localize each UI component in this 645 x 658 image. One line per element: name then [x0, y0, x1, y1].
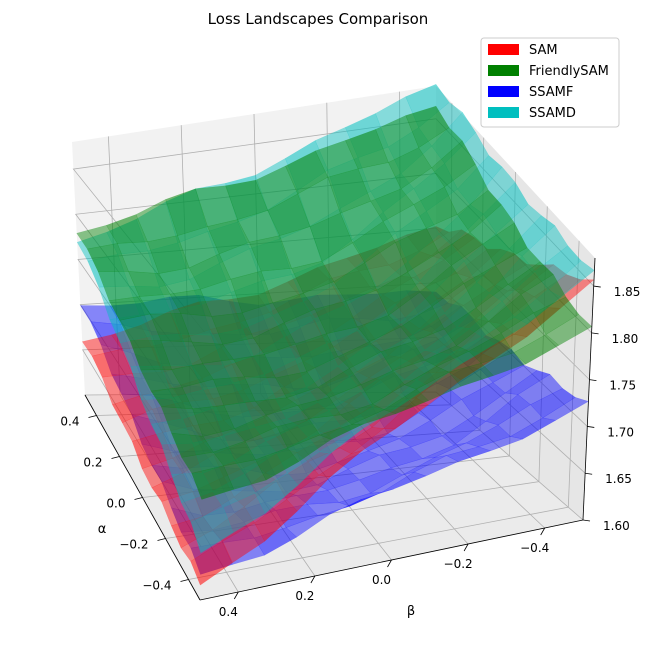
beta-tick-label: 0.4: [219, 605, 238, 619]
surface-patch: [513, 334, 560, 365]
surface-patch: [225, 179, 268, 220]
beta-tick-mark: [233, 591, 239, 600]
alpha-tick-mark: [111, 456, 120, 459]
surface-patch: [181, 451, 225, 474]
surface-patch: [488, 294, 534, 334]
surface-patch: [171, 432, 214, 458]
surface-patch: [109, 314, 151, 344]
surface-patch: [295, 333, 339, 372]
legend-label-ssamd: SSAMD: [529, 106, 576, 121]
surface-patch: [319, 423, 364, 440]
z-tick-mark: [591, 332, 599, 335]
surface-patch: [405, 105, 450, 149]
surface-patch: [296, 490, 340, 505]
surface-patch: [285, 150, 329, 195]
z-tick-mark: [582, 519, 591, 522]
alpha-tick-label: 0.2: [83, 456, 102, 470]
surface-patch: [190, 506, 234, 554]
legend-swatch-sam: [488, 44, 519, 55]
legend-frame: [480, 37, 620, 128]
beta-tick-mark: [387, 559, 392, 568]
surface-patch: [230, 270, 273, 314]
z-axis-line: [582, 257, 596, 521]
legend-swatch-ssamf: [488, 86, 519, 97]
surface-patch: [275, 371, 319, 399]
z-tick-mark: [593, 285, 601, 288]
legend-label-ssamf: SSAMF: [529, 85, 573, 100]
surface-patch: [106, 214, 148, 244]
legend-label-sam: SAM: [529, 43, 558, 58]
alpha-tick-label: 0.0: [106, 497, 125, 511]
surface-patch: [318, 428, 364, 454]
surface-patch: [509, 417, 557, 440]
surface-patch: [129, 340, 172, 371]
legend-swatch-friendlysam: [488, 65, 519, 76]
surface-patch: [297, 397, 341, 419]
surface-patch: [381, 471, 427, 493]
alpha-tick-mark: [157, 538, 166, 541]
alpha-axis-label: α: [98, 522, 107, 537]
surface-patch: [383, 388, 429, 415]
legend: SAM FriendlySAM SSAMF SSAMD: [480, 37, 620, 128]
beta-axis-label: β: [407, 604, 415, 619]
beta-tick-mark: [310, 575, 316, 584]
beta-tick-mark: [540, 527, 546, 536]
surface-patch: [191, 465, 235, 500]
surface-patch: [180, 491, 224, 523]
z-tick-label: 1.80: [612, 332, 639, 346]
surface-patch: [76, 225, 118, 250]
beta-tick-label: −0.2: [444, 557, 473, 571]
beta-tick-label: −0.4: [520, 541, 549, 555]
surface-patch: [112, 394, 153, 423]
surface-patch: [190, 540, 233, 586]
surfaces: [76, 84, 595, 586]
beta-tick-mark: [463, 543, 469, 552]
surface-patch: [169, 289, 212, 317]
z-tick-label: 1.60: [603, 519, 630, 533]
surface-patch: [150, 387, 193, 410]
alpha-tick-mark: [88, 415, 97, 418]
alpha-tick-label: −0.2: [119, 538, 148, 552]
z-tick-mark: [585, 472, 593, 475]
surface-patch: [345, 129, 389, 170]
surface-patch: [91, 349, 133, 378]
surface-patch: [352, 221, 396, 264]
alpha-tick-mark: [180, 579, 189, 582]
surface-patch: [485, 394, 531, 426]
surface-friendlysam: [76, 105, 593, 500]
surface-patch: [141, 457, 183, 489]
surface-patch: [291, 260, 335, 294]
z-tick-label: 1.75: [609, 379, 636, 393]
ticks: −0.4 −0.2 0.0 0.2 0.4 −0.4 −0.2 0.0 0.2 0.4 1.60 1.…: [60, 285, 640, 619]
beta-tick-label: 0.2: [295, 589, 314, 603]
surface-patch: [192, 405, 235, 437]
surface-patch: [212, 376, 256, 406]
z-tick-mark: [587, 426, 595, 428]
surface-patch: [161, 491, 203, 527]
chart-title: Loss Landscapes Comparison: [208, 10, 429, 28]
surface-patch: [108, 296, 151, 321]
alpha-tick-mark: [134, 497, 143, 500]
legend-label-friendlysam: FriendlySAM: [529, 64, 609, 79]
z-tick-mark: [589, 379, 597, 382]
z-tick-label: 1.85: [614, 285, 641, 299]
surface-patch: [413, 186, 458, 229]
surface-patch: [318, 499, 362, 517]
surface-patch: [86, 243, 129, 272]
surface-patch: [165, 188, 208, 236]
surface-patch: [318, 450, 363, 478]
z-tick-label: 1.70: [607, 425, 634, 439]
beta-tick-label: 0.0: [372, 573, 391, 587]
z-tick-label: 1.65: [605, 472, 632, 486]
legend-swatch-ssamd: [488, 107, 519, 118]
alpha-tick-label: 0.4: [60, 415, 79, 429]
alpha-tick-label: −0.4: [142, 579, 171, 593]
